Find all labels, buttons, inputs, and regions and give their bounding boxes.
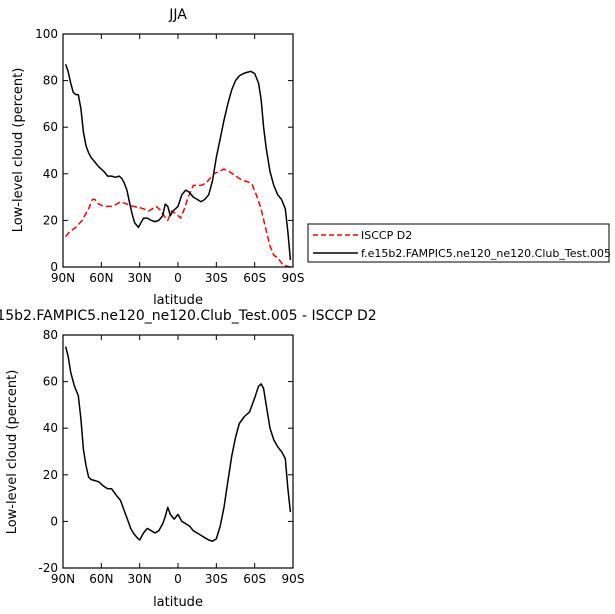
top-x-tick-label: 0	[174, 271, 182, 285]
bottom-x-tick-label: 90N	[51, 572, 75, 586]
bottom-y-tick-label: 20	[43, 468, 58, 482]
top-series-line-1	[65, 168, 291, 268]
bottom-plot-frame	[62, 334, 294, 569]
top-y-axis-label: Low-level cloud (percent)	[11, 68, 26, 233]
top-x-tick-label: 30S	[205, 271, 228, 285]
bottom-x-tick-label: 30S	[205, 572, 228, 586]
top-panel: JJA Low-level cloud (percent) latitude 9…	[11, 7, 304, 308]
top-y-tick-label: 100	[35, 27, 58, 41]
top-x-tick-label: 90S	[282, 271, 305, 285]
bottom-x-axis-label: latitude	[153, 595, 203, 610]
bottom-x-tick-label: 90S	[282, 572, 305, 586]
top-y-tick-label: 80	[43, 74, 58, 88]
bottom-y-tick-label: 40	[43, 421, 58, 435]
top-plot-frame	[62, 33, 294, 268]
top-series-group	[64, 64, 292, 268]
top-y-tick-label: 20	[43, 213, 58, 227]
bottom-y-axis-label: Low-level cloud (percent)	[5, 370, 20, 535]
bottom-x-tick-label: 30N	[128, 572, 152, 586]
bottom-x-tick-label: 0	[174, 572, 182, 586]
top-series-line-2	[64, 64, 292, 261]
bottom-y-tick-label: 80	[43, 328, 58, 342]
legend-label-model: f.e15b2.FAMPIC5.ne120_ne120.Club_Test.00…	[361, 247, 611, 260]
top-x-tick-label: 60N	[89, 271, 113, 285]
top-x-tick-label: 60S	[243, 271, 266, 285]
bottom-chart-title: f.e15b2.FAMPIC5.ne120_ne120.Club_Test.00…	[0, 308, 377, 324]
top-y-tick-label: 60	[43, 120, 58, 134]
bottom-series-group	[64, 346, 292, 542]
bottom-x-tick-label: 60N	[89, 572, 113, 586]
legend: ISCCP D2 f.e15b2.FAMPIC5.ne120_ne120.Clu…	[307, 223, 611, 263]
legend-label-isccp: ISCCP D2	[361, 229, 412, 242]
top-ticks-group: 90N 60N 30N 0 30S 60S 90S 0 20 40 60 80 100	[35, 27, 304, 285]
bottom-ticks-group: 90N 60N 30N 0 30S 60S 90S -20 0 20 40 60 80	[38, 328, 304, 586]
top-x-tick-label: 90N	[51, 271, 75, 285]
top-x-axis-label: latitude	[153, 293, 203, 308]
bottom-y-tick-label: 0	[50, 514, 58, 528]
legend-box	[307, 223, 610, 263]
bottom-y-tick-label: -20	[38, 561, 58, 575]
bottom-x-tick-label: 60S	[243, 572, 266, 586]
bottom-panel: f.e15b2.FAMPIC5.ne120_ne120.Club_Test.00…	[0, 308, 377, 610]
bottom-y-tick-label: 60	[43, 375, 58, 389]
top-x-tick-label: 30N	[128, 271, 152, 285]
bottom-series-line-1	[64, 346, 292, 542]
top-y-tick-label: 40	[43, 167, 58, 181]
top-chart-title: JJA	[168, 7, 187, 23]
top-y-tick-label: 0	[50, 260, 58, 274]
